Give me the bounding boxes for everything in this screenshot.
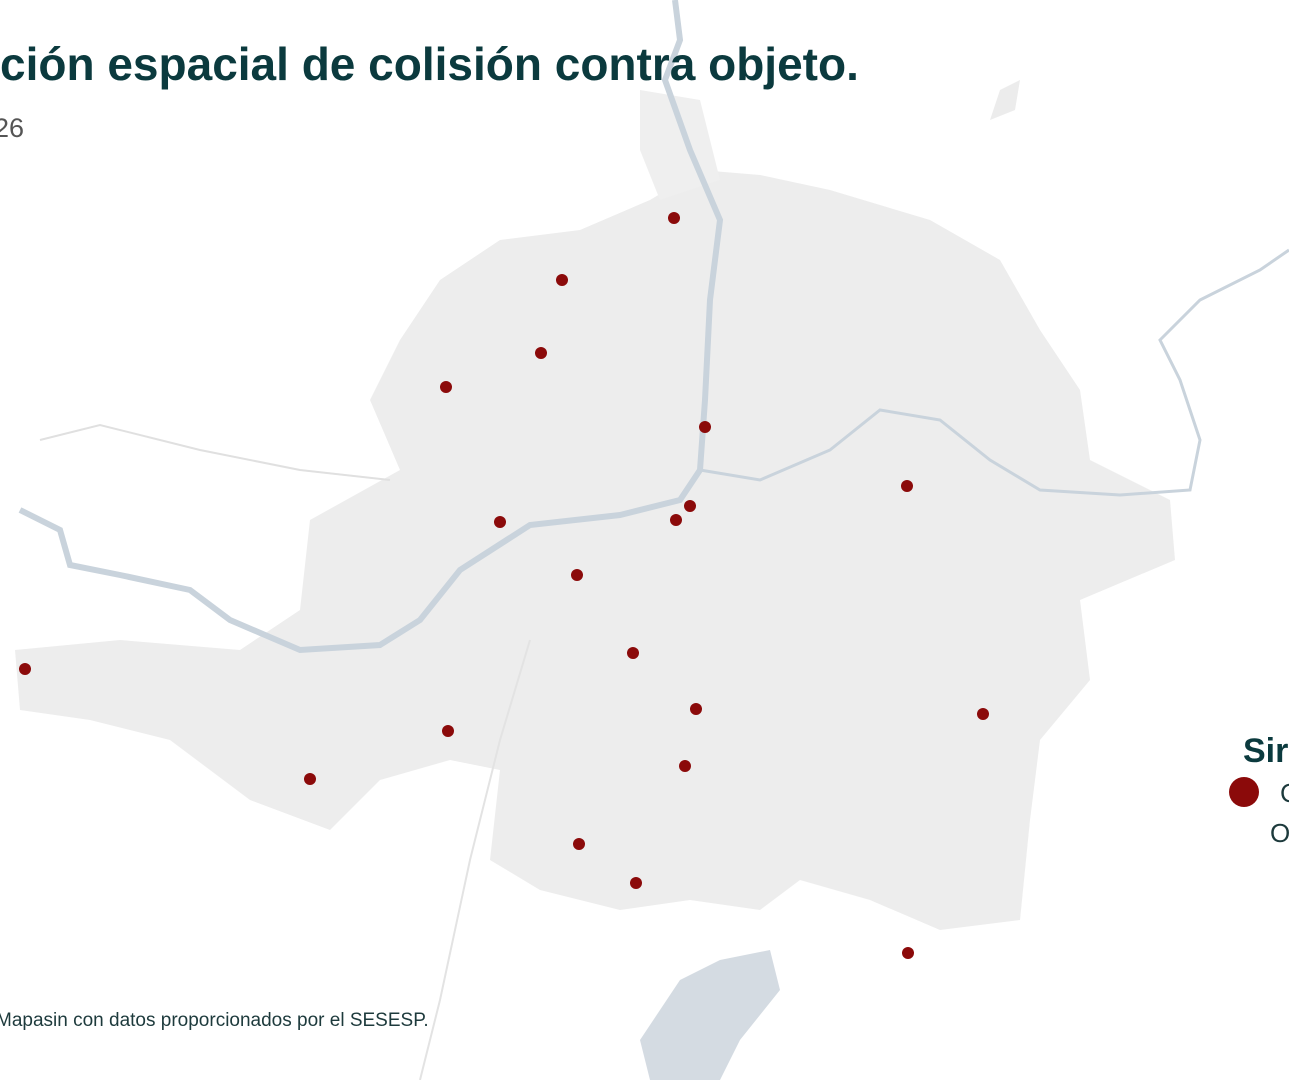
point (977, 708, 989, 720)
source: Mapasin con datos proporcionados por el … (0, 1010, 429, 1031)
point (684, 500, 696, 512)
point (19, 663, 31, 675)
incident-points (19, 212, 989, 959)
point (535, 347, 547, 359)
base-map (15, 0, 1289, 1080)
legend-label: C (1280, 778, 1289, 808)
point (690, 703, 702, 715)
point (670, 514, 682, 526)
point (630, 877, 642, 889)
legend-title: Sir (1243, 732, 1288, 770)
point (556, 274, 568, 286)
point (494, 516, 506, 528)
point (442, 725, 454, 737)
legend-sublabel: O (1270, 818, 1289, 848)
point (901, 480, 913, 492)
point (627, 647, 639, 659)
legend-swatch (1229, 777, 1259, 807)
title: ción espacial de colisión contra objeto. (0, 38, 859, 90)
point (304, 773, 316, 785)
point (902, 947, 914, 959)
point (699, 421, 711, 433)
point (573, 838, 585, 850)
point (679, 760, 691, 772)
subtitle: 26 (0, 113, 24, 143)
point (440, 381, 452, 393)
point (571, 569, 583, 581)
point (668, 212, 680, 224)
